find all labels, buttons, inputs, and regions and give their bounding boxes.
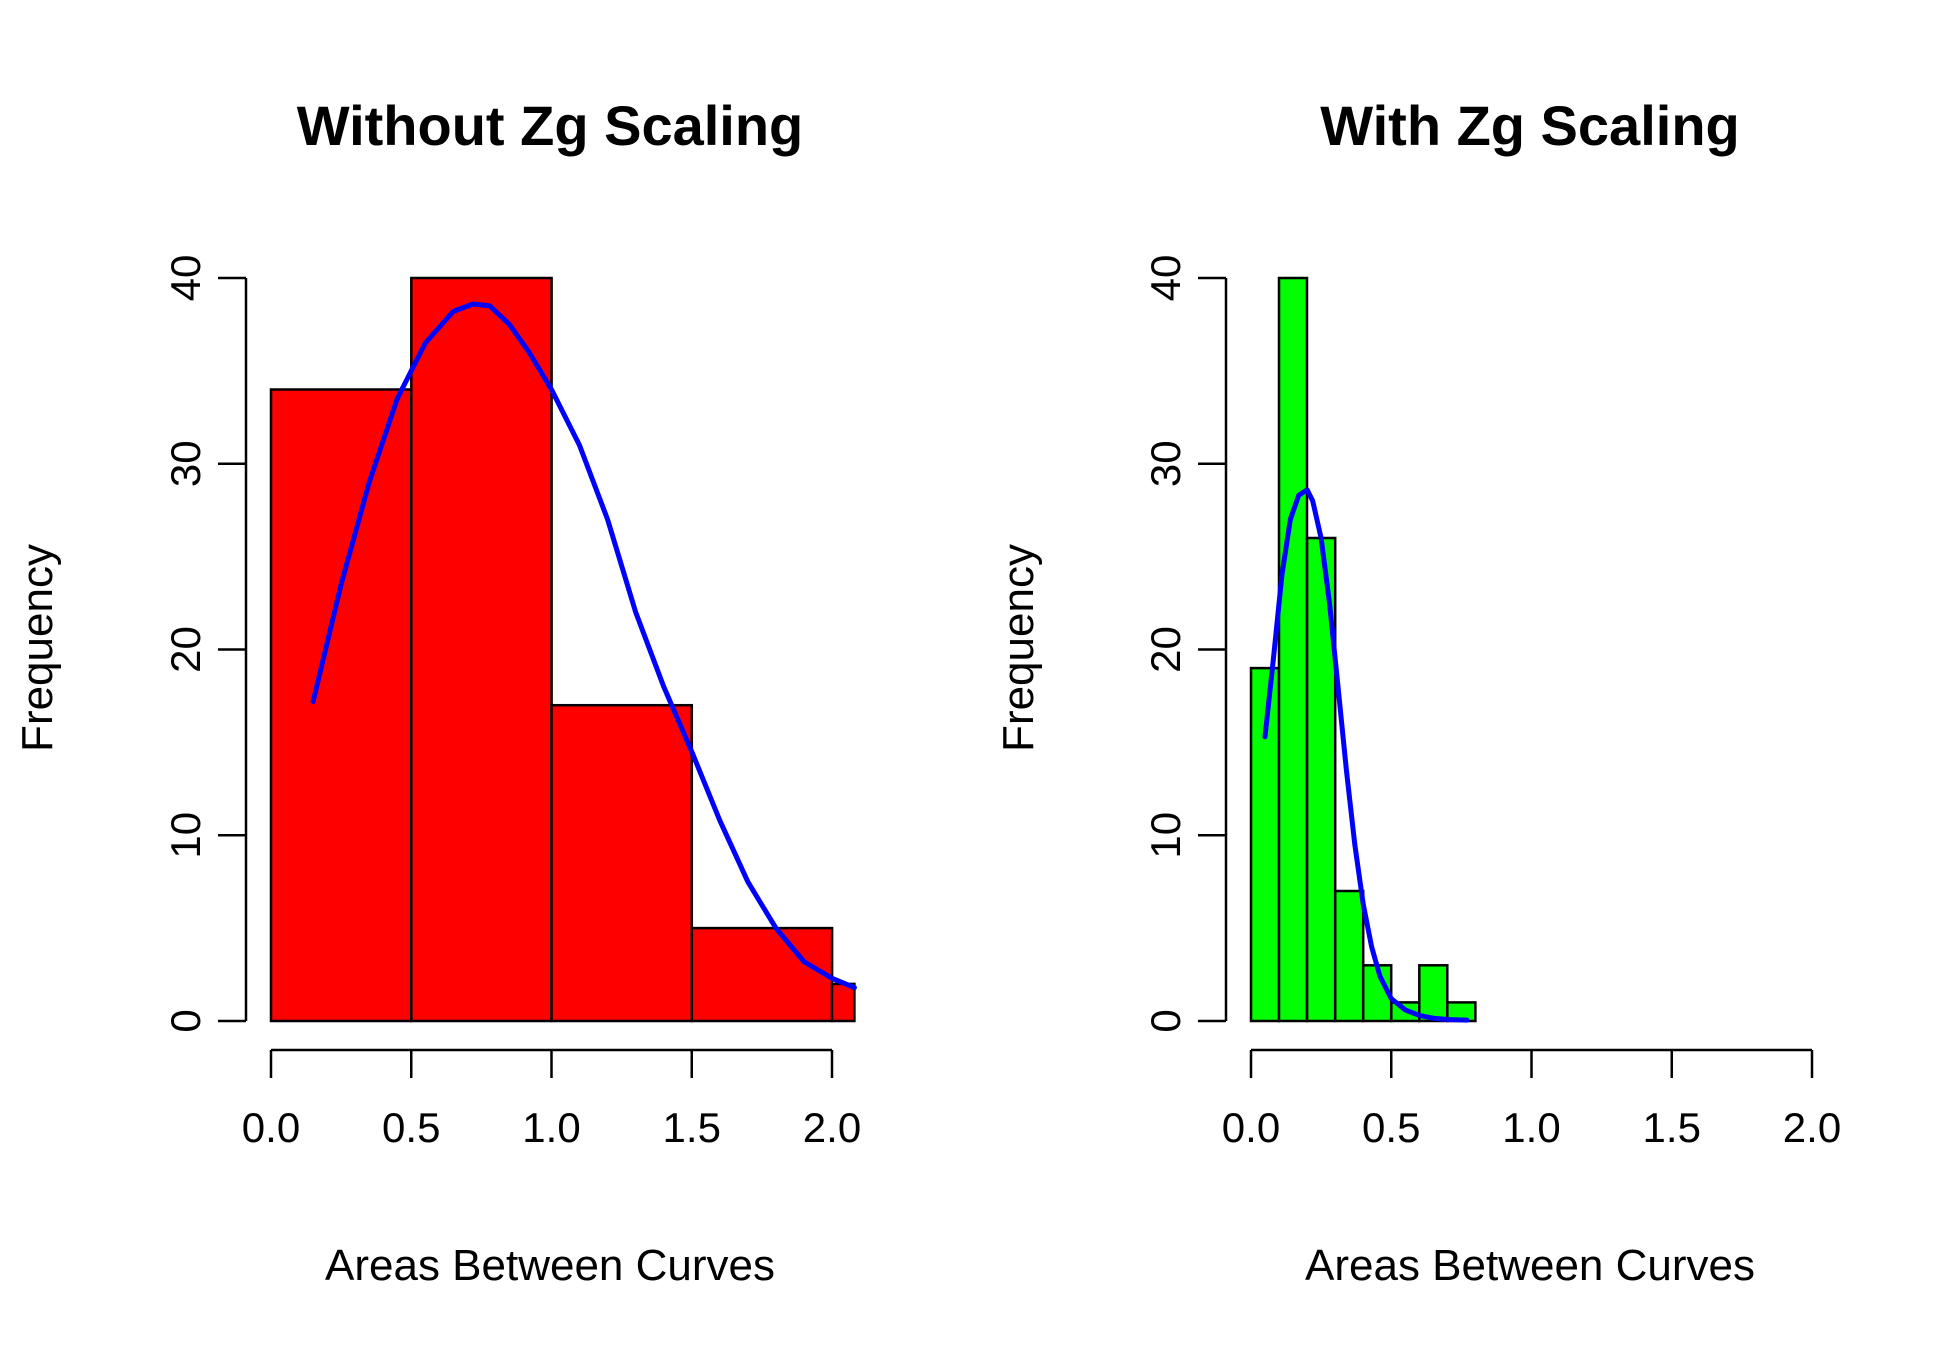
x-axis-label: Areas Between Curves [1305, 1241, 1755, 1290]
y-tick-label: 0 [1142, 1009, 1189, 1032]
x-axis: 0.0 0.5 1.0 1.5 2.0 [242, 1048, 861, 1151]
y-tick-label: 10 [1142, 812, 1189, 859]
panel-without-zg-scaling: Without Zg Scaling Areas Between Curves … [13, 94, 861, 1290]
x-tick-label: 2.0 [803, 1104, 861, 1151]
x-tick-label: 0.0 [1222, 1104, 1280, 1151]
histogram-bar [550, 703, 694, 1023]
y-axis-label: Frequency [13, 544, 62, 752]
x-tick-label: 2.0 [1783, 1104, 1841, 1151]
y-axis: 0 10 20 30 40 [1142, 255, 1228, 1033]
histogram-bar [830, 982, 856, 1023]
x-tick-label: 1.5 [1643, 1104, 1701, 1151]
x-tick-label: 0.5 [382, 1104, 440, 1151]
y-axis: 0 10 20 30 40 [162, 255, 248, 1033]
histogram-bar [410, 276, 553, 1023]
histogram-bar [1418, 964, 1449, 1023]
y-tick-label: 40 [162, 255, 209, 302]
panel-with-zg-scaling: With Zg Scaling Areas Between Curves Fre… [994, 94, 1841, 1290]
y-tick-label: 30 [162, 440, 209, 487]
histogram-bar [269, 388, 413, 1023]
histogram-bar [690, 926, 834, 1023]
x-tick-label: 1.5 [663, 1104, 721, 1151]
chart-title: Without Zg Scaling [297, 94, 804, 157]
y-tick-label: 40 [1142, 255, 1189, 302]
y-tick-label: 10 [162, 812, 209, 859]
x-axis: 0.0 0.5 1.0 1.5 2.0 [1222, 1048, 1841, 1151]
x-tick-label: 0.0 [242, 1104, 300, 1151]
y-tick-label: 0 [162, 1009, 209, 1032]
x-tick-label: 0.5 [1362, 1104, 1420, 1151]
density-curve [1262, 487, 1470, 1023]
density-curve [310, 301, 857, 991]
bars [269, 276, 856, 1023]
histogram-bar [1277, 276, 1309, 1023]
x-tick-label: 1.0 [1502, 1104, 1560, 1151]
bars [1249, 276, 1477, 1023]
x-tick-label: 1.0 [522, 1104, 580, 1151]
x-axis-label: Areas Between Curves [325, 1241, 775, 1290]
y-axis-label: Frequency [994, 544, 1043, 752]
histogram-bar [1333, 889, 1365, 1023]
y-tick-label: 20 [162, 626, 209, 673]
y-tick-label: 30 [1142, 440, 1189, 487]
chart-title: With Zg Scaling [1320, 94, 1739, 157]
y-tick-label: 20 [1142, 626, 1189, 673]
